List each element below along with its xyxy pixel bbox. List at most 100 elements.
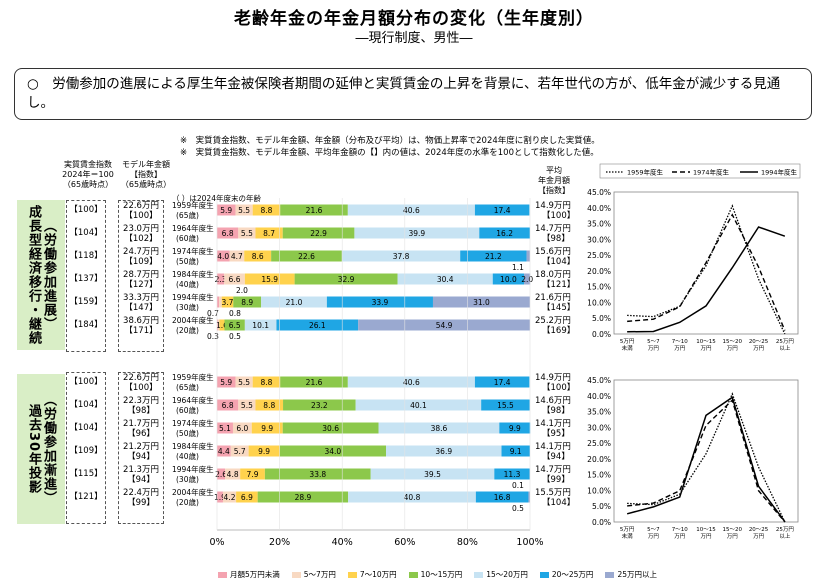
avg-index: 【169】 (542, 326, 576, 336)
bar-segment (221, 296, 234, 308)
legend-swatch (539, 572, 549, 578)
wage-index: 【121】 (69, 492, 103, 502)
model-pension: 22.6万円 (123, 201, 159, 211)
x-tick-label-line: 10～15 (696, 339, 716, 345)
row-age: (20歳) (176, 326, 199, 335)
legend-item: 月額5万円未満 (218, 569, 280, 580)
bar-value-label: 8.6 (252, 252, 264, 261)
avg-header-line: 平均 (546, 166, 562, 175)
bar-segment (240, 468, 265, 480)
bar-value-label: 2.6 (215, 470, 227, 479)
row-label: 2004年度生 (172, 316, 214, 325)
bar-value-label: 40.6 (403, 206, 420, 215)
avg-pension: 14.6万円 (535, 396, 571, 406)
avg-index: 【121】 (542, 280, 576, 290)
bar-segment (217, 376, 236, 388)
wage-box-2 (66, 372, 106, 524)
wage-index: 【100】 (69, 377, 103, 387)
x-tick-label-line: 万円 (674, 533, 686, 540)
wage-index: 【118】 (69, 251, 103, 261)
bar-segment (232, 422, 252, 434)
row-label: 1984年度生 (172, 442, 214, 451)
avg-pension: 15.5万円 (535, 488, 571, 498)
x-tick-label-line: 万円 (727, 345, 739, 352)
scenario-1-main: 成長型経済移行・継続 (26, 205, 41, 345)
x-tick-label: 40% (332, 537, 353, 548)
bar-value-label: 4.8 (227, 470, 239, 479)
bar-value-label: 38.6 (431, 424, 448, 433)
bar-segment (222, 491, 237, 503)
bar-segment (238, 227, 256, 239)
y-tick-label: 25.0% (587, 251, 611, 260)
bar-segment (264, 468, 371, 480)
model-pension: 24.7万円 (123, 247, 159, 257)
avg-pension: 14.7万円 (535, 465, 571, 475)
legend-label: 10～15万円 (420, 570, 463, 579)
bar-segment (217, 319, 218, 331)
x-tick-label-line: 5万円 (620, 338, 635, 345)
y-tick-label: 35.0% (587, 408, 611, 417)
model-header-line: （65歳時点） (120, 180, 172, 189)
bar-value-label: 6.8 (222, 229, 234, 238)
bar-value-label: 30.4 (437, 275, 454, 284)
x-tick-label: 15～20 万円 (723, 527, 743, 540)
model-index: 【94】 (127, 475, 155, 485)
small-value-label: 0.1 (512, 481, 524, 490)
x-tick-label-line: 万円 (700, 345, 712, 352)
x-tick-label-line: 20～25 (749, 339, 769, 345)
legend-item: 7～10万円 (347, 569, 397, 580)
bar-segment (224, 273, 245, 285)
bar-value-label: 5.9 (220, 378, 232, 387)
bar-segment (341, 250, 461, 262)
bar-value-label: 8.8 (263, 401, 275, 410)
x-tick-label-line: 25万円 (776, 338, 794, 345)
y-tick-label: 0.0% (592, 330, 611, 339)
x-tick-label-line: 20～25 (749, 527, 769, 533)
bar-segment (355, 399, 482, 411)
bar-segment (283, 399, 356, 411)
wage-index: 【104】 (69, 423, 103, 433)
bar-value-label: 5.5 (241, 401, 253, 410)
bar-segment (217, 204, 236, 216)
bar-segment (217, 319, 220, 331)
bar-value-label: 33.8 (309, 470, 326, 479)
bar-value-label: 22.9 (310, 229, 327, 238)
avg-pension: 15.6万円 (535, 247, 571, 257)
legend-item: 15～20万円 (474, 569, 528, 580)
scenario-label-1: 成長型経済移行・継続 （労働参加進展） (17, 200, 65, 350)
bar-segment (474, 204, 530, 216)
bar-segment (481, 399, 530, 411)
y-tick-label: 45.0% (587, 188, 611, 197)
bar-value-label: 5.1 (219, 424, 231, 433)
line-chart-1: 0.0% 5.0% 10.0% 15.0% 20.0% 25.0% 30.0% 35.0% 40… (587, 163, 801, 352)
avg-index: 【104】 (542, 498, 576, 508)
bar-segment (460, 250, 527, 262)
row-age: (40歳) (176, 280, 199, 289)
row-label: 1974年度生 (172, 247, 214, 256)
bar-value-label: 9.9 (261, 424, 273, 433)
bar-value-label: 21.2 (485, 252, 502, 261)
x-tick-label-line: 7～10 (672, 527, 688, 533)
wage-index: 【137】 (69, 274, 103, 284)
bar-segment (235, 376, 253, 388)
bar-value-label: 8.9 (241, 298, 253, 307)
model-index: 【102】 (124, 234, 158, 244)
y-tick-label: 5.0% (592, 314, 611, 323)
bar-value-label: 21.0 (286, 298, 303, 307)
bar-segment (219, 296, 222, 308)
x-tick-label-line: 未満 (622, 532, 634, 540)
bar-segment (378, 422, 500, 434)
bar-value-label: 31.0 (473, 298, 490, 307)
x-tick-label-line: 10～15 (696, 527, 716, 533)
wage-header-line: 実質賃金指数 (64, 160, 112, 169)
bar-value-label: 6.8 (222, 401, 234, 410)
bar-value-label: 39.9 (408, 229, 425, 238)
bar-legend: 月額5万円未満 5～7万円 7～10万円 10～15万円 15～20万円 20～25万円 2… (218, 569, 657, 580)
avg-header-line: 【指数】 (538, 186, 570, 195)
bar-segment (236, 491, 258, 503)
model-header-line: 【指数】 (130, 170, 162, 179)
bar-value-label: 1.6 (216, 321, 228, 330)
model-index: 【94】 (127, 452, 155, 462)
bar-segment (370, 468, 495, 480)
bar-value-label: 5.5 (241, 229, 253, 238)
